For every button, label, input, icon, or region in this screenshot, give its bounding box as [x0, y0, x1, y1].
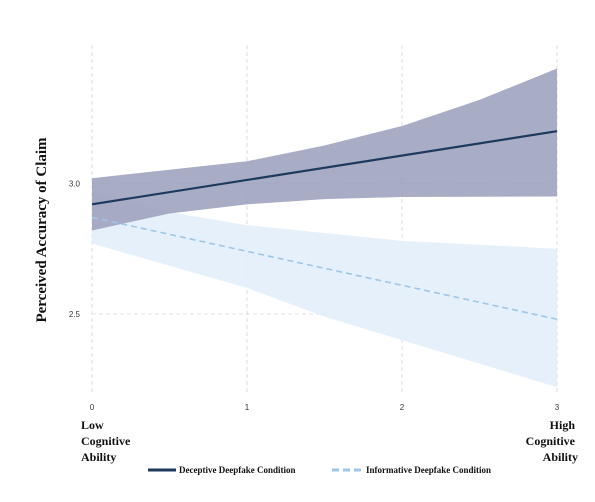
confidence-band-deceptive	[92, 68, 557, 231]
legend: Deceptive Deepfake Condition Informative…	[148, 465, 491, 475]
series-lines	[91, 130, 558, 321]
y-tick-label-0: 2.5	[69, 310, 81, 319]
low-label-line-1: Low	[81, 418, 104, 432]
tick-labels: 0 1 2 3 2.5 3.0	[69, 179, 560, 412]
low-label-line-3: Ability	[81, 450, 116, 464]
legend-label-deceptive: Deceptive Deepfake Condition	[179, 465, 296, 475]
x-tick-label-3: 3	[555, 403, 560, 412]
series-line-deceptive	[91, 130, 558, 206]
high-label-line-3: Ability	[543, 450, 578, 464]
y-axis-label: Perceived Accuracy of Claim	[34, 137, 50, 323]
x-tick-label-0: 0	[90, 403, 95, 412]
x-tick-label-2: 2	[400, 403, 405, 412]
x-tick-label-1: 1	[245, 403, 250, 412]
confidence-bands	[92, 68, 557, 388]
high-label-line-1: High	[550, 418, 576, 432]
legend-label-informative: Informative Deepfake Condition	[366, 465, 491, 475]
low-label-line-2: Cognitive	[81, 434, 131, 448]
high-label-line-2: Cognitive	[526, 434, 576, 448]
high-cognitive-label: High Cognitive Ability	[526, 418, 578, 464]
confidence-band-informative	[92, 191, 557, 388]
low-cognitive-label: Low Cognitive Ability	[81, 418, 133, 464]
y-tick-label-1: 3.0	[69, 179, 81, 188]
